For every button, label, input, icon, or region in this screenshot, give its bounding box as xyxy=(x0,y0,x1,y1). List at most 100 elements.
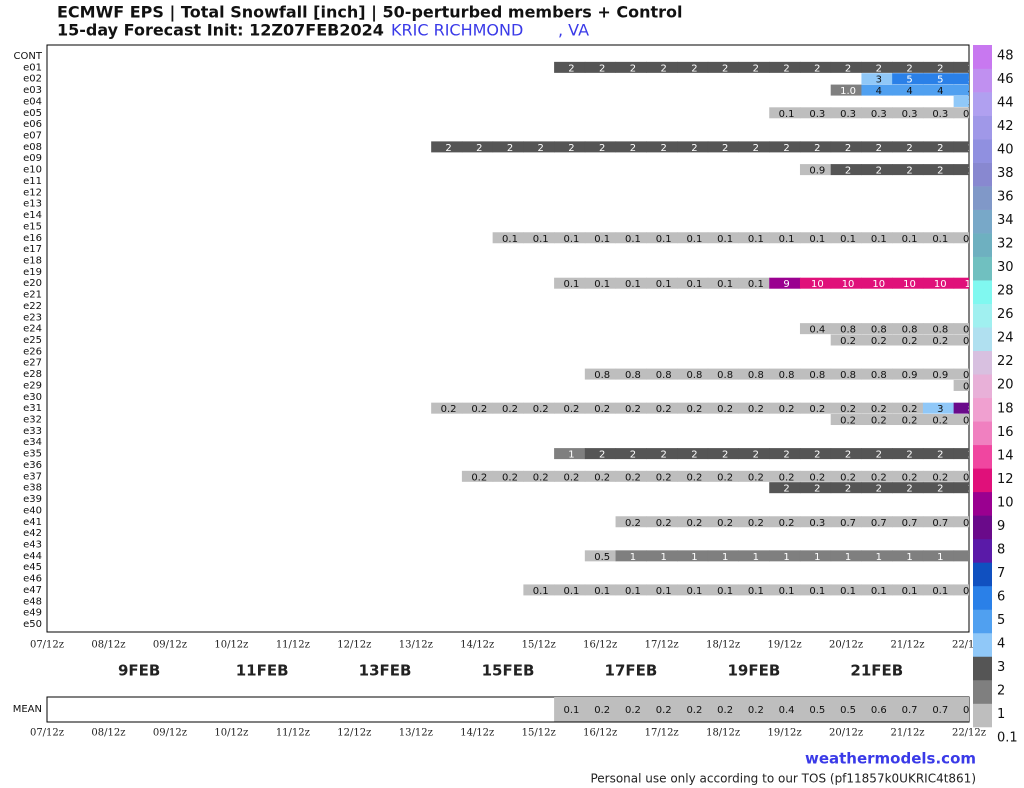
cell xyxy=(922,323,955,335)
cell xyxy=(769,107,801,119)
cell-value-label: 0.2 xyxy=(902,336,918,347)
cell-value-label: 0.3 xyxy=(871,109,887,120)
day-label: 13FEB xyxy=(359,662,412,680)
cell xyxy=(861,73,893,85)
cell xyxy=(707,516,739,528)
cell xyxy=(892,84,924,96)
cell-value-label: 2 xyxy=(906,166,912,177)
cell-value-label: 0.2 xyxy=(686,404,702,415)
cell xyxy=(922,550,955,562)
day-label: 15FEB xyxy=(482,662,535,680)
colorbar-band xyxy=(973,515,992,540)
cell-value-label: 4 xyxy=(968,86,974,97)
cell xyxy=(799,470,832,482)
cell xyxy=(677,697,709,722)
cell-value-label: 2 xyxy=(691,63,697,74)
colorbar-band xyxy=(973,280,992,304)
cell-value-label: 0.1 xyxy=(779,586,795,597)
cell xyxy=(707,470,739,482)
cell-value-label: 0.1 xyxy=(779,234,795,245)
cell xyxy=(892,482,924,494)
x-tick-label: 08/12z xyxy=(91,728,125,739)
cell-value-label: 0.2 xyxy=(656,472,672,483)
cell-value-label: 2 xyxy=(568,143,574,154)
cell-value-label: 0.2 xyxy=(594,472,610,483)
cell xyxy=(953,470,969,482)
cell xyxy=(646,470,678,482)
cell-value-label: 0.4 xyxy=(809,325,825,336)
cell-value-label: 1 xyxy=(845,552,851,563)
row-label: e42 xyxy=(23,528,42,539)
x-tick-label: 20/12z xyxy=(829,728,863,739)
cell-value-label: 0.2 xyxy=(748,518,764,529)
cell-value-label: 2 xyxy=(968,450,974,461)
colorbar-tick-label: 22 xyxy=(997,354,1014,369)
row-label: e06 xyxy=(23,119,42,130)
row-label: e18 xyxy=(23,255,42,266)
cell xyxy=(953,368,969,380)
cell xyxy=(646,277,678,289)
cell xyxy=(861,323,893,335)
cell xyxy=(799,164,832,176)
cell xyxy=(861,584,893,596)
cell-value-label: 2 xyxy=(814,484,820,495)
cell xyxy=(615,697,647,722)
cell-value-label: 0.7 xyxy=(932,705,948,716)
cell xyxy=(861,164,893,176)
cell xyxy=(523,402,555,414)
row-label: e21 xyxy=(23,290,42,301)
cell xyxy=(922,470,955,482)
row-label: e16 xyxy=(23,233,42,244)
cell-value-label: 2 xyxy=(845,166,851,177)
cell-value-label: 2 xyxy=(660,450,666,461)
cell-value-label: 0.2 xyxy=(840,336,856,347)
cell xyxy=(922,73,955,85)
colorbar-band xyxy=(973,421,992,446)
colorbar-band xyxy=(973,186,992,210)
row-label: e11 xyxy=(23,176,42,187)
cell-value-label: 0.2 xyxy=(748,404,764,415)
colorbar-tick-label: 1 xyxy=(997,707,1005,722)
x-tick-label: 14/12z xyxy=(460,640,494,651)
cell xyxy=(646,448,678,460)
cell-value-label: 0.1 xyxy=(686,586,702,597)
colorbar-tick-label: 40 xyxy=(997,143,1014,158)
colorbar-tick-label: 10 xyxy=(997,495,1014,510)
cell-value-label: 0.1 xyxy=(902,234,918,245)
cell-value-label: 0.8 xyxy=(748,370,764,381)
cell xyxy=(554,277,586,289)
colorbar-tick-label: 4 xyxy=(997,636,1005,651)
cell-value-label: 0.2 xyxy=(871,404,887,415)
cell-value-label: 2 xyxy=(722,63,728,74)
row-label: e40 xyxy=(23,505,42,516)
x-tick-label: 09/12z xyxy=(153,728,187,739)
cell-value-label: 0.2 xyxy=(779,518,795,529)
colorbar-band xyxy=(973,703,992,728)
cell-value-label: 0.2 xyxy=(564,404,580,415)
cell-value-label: 0.2 xyxy=(717,518,733,529)
cell-value-label: 2 xyxy=(906,450,912,461)
colorbar-tick-label: 42 xyxy=(997,119,1014,134)
chart-title: ECMWF EPS | Total Snowfall [inch] | 50-p… xyxy=(57,3,683,23)
cell xyxy=(738,550,770,562)
cell-value-label: 2 xyxy=(660,63,666,74)
cell-value-label: 0.2 xyxy=(533,404,549,415)
site[interactable]: weathermodels.com xyxy=(805,750,976,768)
row-label: e13 xyxy=(23,199,42,210)
cell-value-label: 2 xyxy=(630,63,636,74)
cell-value-label: 0.2 xyxy=(809,472,825,483)
cell-value-label: 0.7 xyxy=(840,518,856,529)
cell xyxy=(707,448,739,460)
row-label: e45 xyxy=(23,562,42,573)
cell xyxy=(677,470,709,482)
cell-value-label: 0.1 xyxy=(625,279,641,290)
cell xyxy=(769,277,801,289)
row-label: e02 xyxy=(23,74,42,85)
cell-value-label: 0.2 xyxy=(902,404,918,415)
cell-value-label: 0.9 xyxy=(963,705,979,716)
cell xyxy=(892,516,924,528)
cell xyxy=(646,516,678,528)
cell xyxy=(707,697,739,722)
cell xyxy=(892,334,924,346)
cell xyxy=(615,232,647,244)
